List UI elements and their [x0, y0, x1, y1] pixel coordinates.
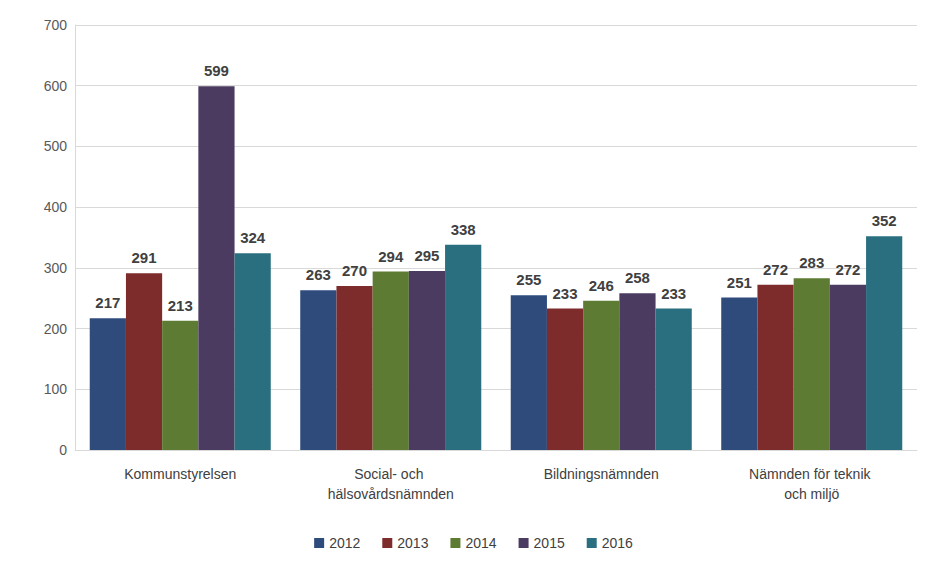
svg-text:Social- och: Social- och	[354, 466, 427, 482]
svg-text:217: 217	[95, 294, 120, 311]
svg-text:263: 263	[306, 266, 331, 283]
svg-text:294: 294	[378, 248, 404, 265]
svg-text:233: 233	[553, 285, 578, 302]
svg-text:och miljö: och miljö	[784, 486, 839, 502]
svg-text:2012: 2012	[329, 535, 360, 551]
svg-text:400: 400	[44, 199, 68, 215]
svg-text:hälsovårdsnämnden: hälsovårdsnämnden	[328, 486, 454, 502]
svg-text:283: 283	[799, 254, 824, 271]
svg-text:255: 255	[516, 271, 541, 288]
svg-text:272: 272	[763, 261, 788, 278]
svg-text:2016: 2016	[602, 535, 633, 551]
svg-text:233: 233	[661, 285, 686, 302]
svg-text:213: 213	[168, 297, 193, 314]
svg-text:Nämnden för teknik: Nämnden för teknik	[749, 466, 874, 482]
svg-text:300: 300	[44, 260, 68, 276]
svg-text:2013: 2013	[397, 535, 428, 551]
svg-text:700: 700	[44, 17, 68, 33]
svg-text:246: 246	[589, 277, 614, 294]
svg-text:338: 338	[451, 221, 476, 238]
svg-text:0: 0	[59, 442, 67, 458]
svg-text:599: 599	[204, 62, 229, 79]
svg-text:272: 272	[835, 261, 860, 278]
svg-text:2014: 2014	[465, 535, 496, 551]
svg-text:600: 600	[44, 78, 68, 94]
svg-text:324: 324	[240, 229, 266, 246]
svg-text:Kommunstyrelsen: Kommunstyrelsen	[124, 466, 236, 482]
svg-text:251: 251	[727, 274, 752, 291]
svg-text:352: 352	[872, 212, 897, 229]
svg-text:100: 100	[44, 381, 68, 397]
svg-text:Bildningsnämnden: Bildningsnämnden	[544, 466, 659, 482]
svg-text:291: 291	[132, 249, 157, 266]
svg-text:270: 270	[342, 262, 367, 279]
svg-text:2015: 2015	[534, 535, 565, 551]
svg-text:295: 295	[414, 247, 439, 264]
svg-text:258: 258	[625, 269, 650, 286]
svg-text:500: 500	[44, 138, 68, 154]
svg-text:200: 200	[44, 321, 68, 337]
